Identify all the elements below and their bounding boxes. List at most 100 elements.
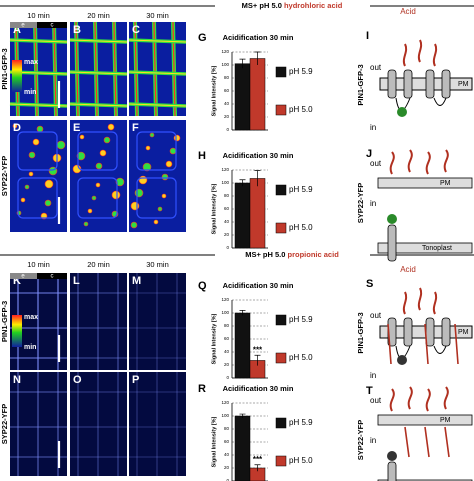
cell-pattern [12, 123, 66, 220]
out-label: out [370, 159, 382, 168]
color-scale [12, 315, 22, 347]
section-header: MS+ pH 5.0 propionic acid [245, 250, 339, 259]
compartment [130, 221, 138, 229]
panel-letter: N [13, 374, 21, 386]
compartment [24, 184, 30, 190]
scale-label: max [24, 314, 38, 321]
bar [234, 182, 251, 249]
acid-arrow [444, 426, 450, 458]
scale-label: min [24, 344, 36, 351]
y-tick-label: 120 [221, 167, 229, 172]
row-label: SYP22-YFP [0, 156, 9, 196]
y-tick-label: 80 [224, 323, 230, 328]
compartment [83, 221, 89, 227]
compartment [111, 190, 121, 200]
compartment [20, 197, 26, 203]
cell-outline [17, 177, 58, 219]
pm-label: PM [458, 329, 469, 336]
y-tick-label: 120 [221, 400, 229, 405]
compartment [138, 175, 148, 185]
panel-letter: M [132, 275, 141, 287]
header-bg [215, 0, 370, 12]
legend-label: pH 5.0 [289, 223, 313, 232]
micrograph [129, 372, 186, 476]
y-tick-label: 20 [224, 114, 230, 119]
time-label: 10 min [27, 260, 50, 269]
cell-pattern [10, 372, 67, 476]
cell-wall-core [153, 21, 157, 117]
y-tick-label: 40 [224, 101, 230, 106]
cell-pattern [70, 273, 127, 370]
header-acid: hydrohloric acid [284, 1, 343, 10]
y-tick-label: 100 [221, 413, 229, 418]
time-label: 10 min [27, 11, 50, 20]
plasma-membrane [377, 414, 473, 426]
yfp [387, 214, 397, 224]
acid-arrow [425, 388, 431, 412]
acid-arrow [402, 291, 408, 315]
transmembrane-domain [387, 69, 397, 99]
cell-pattern [130, 131, 181, 229]
micrograph [129, 273, 186, 370]
cell-wall-core [94, 21, 98, 117]
row-label: PIN1-GFP-3 [0, 48, 9, 89]
bar [234, 415, 251, 481]
error-bar [239, 179, 246, 187]
legend-label: pH 5.0 [289, 105, 313, 114]
error-bar [254, 170, 261, 187]
panel-letter: H [198, 150, 206, 162]
cell-wall-core [128, 71, 187, 75]
error-bar [239, 58, 246, 69]
micrograph [70, 372, 127, 476]
header-text: MS+ pH 5.0 [245, 250, 287, 259]
y-tick-label: 100 [221, 62, 229, 67]
panel-letter: O [73, 374, 82, 386]
legend-swatch [275, 352, 287, 364]
compartment [134, 188, 144, 198]
panel-letter: I [366, 30, 369, 42]
panel-letter: T [366, 385, 373, 397]
acid-arrow [389, 151, 395, 175]
panel-letter: C [132, 24, 140, 36]
transmembrane-domain [403, 317, 413, 347]
y-tick-label: 120 [221, 49, 229, 54]
compartment [149, 132, 155, 138]
in-label: in [370, 371, 376, 380]
cell-wall-core [128, 39, 187, 43]
panel-letter: D [13, 122, 21, 134]
y-tick-label: 0 [226, 245, 229, 250]
acid-arrow [389, 388, 395, 412]
panel-letter: J [366, 148, 372, 160]
cell-pattern [70, 372, 127, 476]
compartment [145, 145, 151, 151]
legend-label: pH 5.0 [289, 353, 313, 362]
color-scale [12, 60, 22, 92]
y-tick-label: 80 [224, 426, 230, 431]
error-bar [239, 413, 246, 418]
error-bar [254, 354, 261, 366]
compartment [56, 140, 66, 150]
y-tick-label: 80 [224, 193, 230, 198]
chart-title: Acidification 30 min [223, 384, 294, 393]
cell-wall-core [9, 39, 68, 43]
transmembrane-domain [425, 69, 435, 99]
in-label: in [370, 123, 376, 132]
compartment [44, 179, 54, 189]
chart-title: Acidification 30 min [223, 281, 294, 290]
pm-label: PM [440, 417, 451, 424]
significance: *** [253, 455, 263, 464]
time-label: 30 min [146, 260, 169, 269]
y-tick-label: 80 [224, 75, 230, 80]
y-tick-label: 60 [224, 88, 230, 93]
cell-wall-core [69, 103, 128, 107]
tab-label: c [51, 23, 54, 29]
y-tick-label: 40 [224, 452, 230, 457]
tonoplast [377, 242, 473, 254]
out-label: out [370, 63, 382, 72]
acid-arrow [432, 291, 438, 315]
legend-swatch [275, 455, 287, 467]
transmembrane-domain [441, 317, 451, 347]
y-axis-label: Signal Intensity [%] [211, 183, 217, 234]
acid-arrow [432, 43, 438, 67]
out-label: out [370, 396, 382, 405]
